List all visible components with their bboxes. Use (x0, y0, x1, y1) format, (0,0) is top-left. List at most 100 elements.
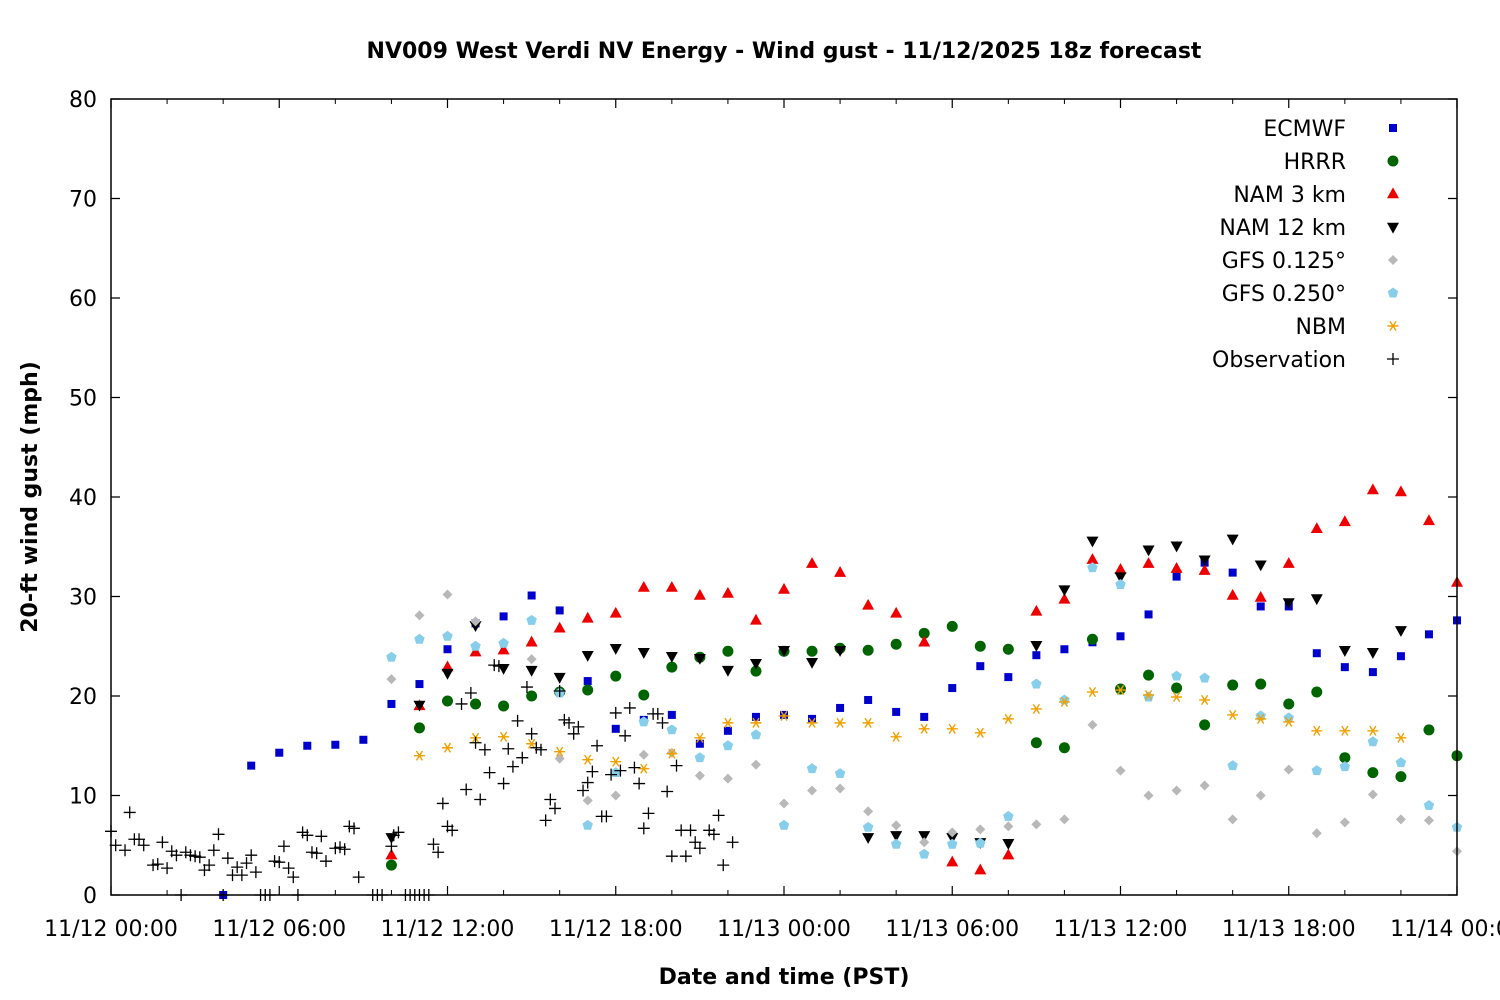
data-point (890, 606, 903, 618)
data-point (1282, 598, 1295, 610)
data-point (610, 670, 622, 682)
data-point (670, 759, 683, 772)
data-point (666, 748, 678, 759)
data-point (806, 657, 819, 669)
data-point (247, 761, 256, 770)
x-tick-label: 11/12 12:00 (381, 917, 515, 942)
data-point (572, 720, 585, 733)
data-point (319, 855, 332, 868)
data-point (694, 770, 705, 781)
data-point (544, 793, 557, 806)
data-point (684, 824, 697, 837)
data-point (665, 580, 678, 592)
data-point (526, 738, 538, 749)
data-point (1031, 819, 1042, 830)
data-point (807, 785, 818, 796)
data-point (1311, 765, 1323, 776)
data-point (577, 784, 590, 797)
data-point (1254, 590, 1267, 602)
data-point (170, 849, 183, 862)
data-point (890, 831, 903, 842)
data-point (488, 659, 501, 672)
data-point (147, 859, 160, 872)
data-point (483, 766, 496, 779)
data-point (712, 809, 725, 822)
data-point (287, 871, 300, 884)
data-point (581, 776, 594, 789)
data-point (1171, 785, 1182, 796)
data-point (642, 807, 655, 820)
data-point (806, 557, 819, 568)
data-point (1423, 799, 1435, 810)
data-point (385, 840, 398, 853)
data-point (498, 731, 510, 742)
data-point (1142, 557, 1155, 568)
data-point (583, 677, 592, 686)
data-point (1143, 790, 1154, 801)
data-point (862, 833, 875, 844)
data-point (563, 716, 576, 729)
data-point (1255, 713, 1267, 724)
data-point (1199, 719, 1211, 731)
data-point (1255, 678, 1267, 690)
data-point (918, 627, 930, 639)
data-point (161, 862, 174, 875)
data-point (974, 727, 986, 738)
data-point (1032, 651, 1041, 660)
data-point (1283, 698, 1295, 710)
data-point (1312, 649, 1321, 658)
data-point (305, 846, 318, 859)
data-point (1142, 545, 1155, 557)
data-point (436, 797, 449, 810)
data-point (779, 798, 789, 809)
data-point (526, 654, 537, 665)
data-point (1003, 810, 1014, 821)
data-point (722, 645, 734, 657)
data-point (1367, 789, 1378, 800)
data-point (1114, 563, 1127, 574)
data-point (946, 855, 959, 867)
data-point (623, 701, 636, 714)
x-tick-label: 11/13 18:00 (1222, 917, 1356, 942)
data-point (469, 621, 482, 632)
y-tick-label: 40 (69, 486, 97, 511)
y-tick-label: 20 (69, 685, 97, 710)
data-point (1198, 555, 1211, 567)
data-point (386, 651, 397, 662)
data-point (946, 833, 959, 844)
data-point (637, 822, 650, 835)
data-point (442, 630, 453, 641)
x-tick-label: 11/13 00:00 (717, 917, 851, 942)
data-point (609, 644, 622, 655)
data-point (184, 849, 197, 862)
data-point (834, 768, 846, 779)
x-tick-label: 11/12 18:00 (549, 917, 683, 942)
data-point (555, 606, 564, 615)
legend: ECMWF HRRR NAM 3 km NAM 12 km GFS 0.125° GFS … (1212, 117, 1399, 373)
data-point (1366, 648, 1379, 659)
data-point (352, 871, 365, 884)
data-point (414, 610, 425, 621)
data-point (334, 841, 347, 854)
data-point (808, 714, 817, 723)
data-point (441, 668, 454, 680)
data-point (582, 754, 594, 765)
data-point (722, 740, 734, 751)
data-point (836, 703, 845, 712)
data-point (863, 806, 874, 817)
data-point (1395, 732, 1407, 743)
data-point (525, 635, 538, 647)
data-point (619, 729, 632, 742)
data-point (1366, 483, 1379, 495)
data-point (193, 851, 206, 864)
data-point (329, 842, 342, 855)
data-point (600, 810, 613, 823)
data-point (119, 844, 132, 857)
data-point (526, 614, 537, 625)
data-point (553, 621, 566, 633)
data-point (387, 699, 396, 708)
data-point (609, 606, 622, 618)
data-point (133, 833, 146, 846)
data-point (179, 846, 192, 859)
data-point (638, 689, 650, 701)
